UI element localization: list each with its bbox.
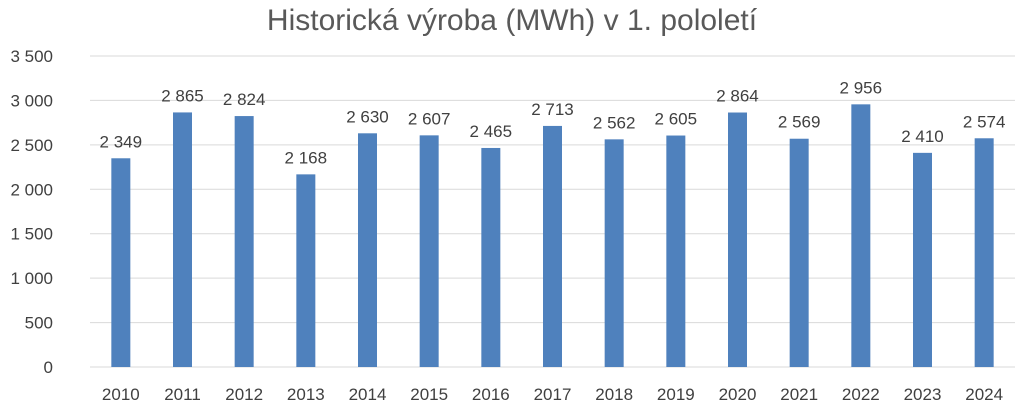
data-label: 2 630 bbox=[346, 107, 389, 126]
y-tick-label: 2 500 bbox=[10, 136, 53, 155]
bar bbox=[974, 138, 994, 367]
y-tick-label: 3 500 bbox=[10, 47, 53, 66]
data-label: 2 562 bbox=[593, 113, 636, 132]
data-label: 2 574 bbox=[963, 112, 1006, 131]
data-label: 2 168 bbox=[285, 148, 328, 167]
bar bbox=[913, 152, 932, 367]
y-tick-label: 0 bbox=[44, 358, 53, 377]
y-tick-label: 1 000 bbox=[10, 269, 53, 288]
data-label: 2 569 bbox=[778, 113, 821, 132]
x-tick-label: 2023 bbox=[904, 385, 942, 404]
x-tick-label: 2012 bbox=[225, 385, 263, 404]
bar bbox=[666, 135, 686, 367]
chart-title: Historická výroba (MWh) v 1. pololetí bbox=[266, 4, 758, 37]
data-label: 2 607 bbox=[408, 109, 451, 128]
x-tick-label: 2020 bbox=[719, 385, 757, 404]
bar bbox=[851, 104, 871, 367]
data-label: 2 865 bbox=[161, 86, 204, 105]
x-tick-label: 2013 bbox=[287, 385, 325, 404]
x-tick-label: 2011 bbox=[164, 385, 201, 404]
y-tick-label: 500 bbox=[25, 314, 53, 333]
bar bbox=[173, 112, 192, 367]
x-tick-label: 2017 bbox=[534, 385, 572, 404]
data-label: 2 956 bbox=[840, 78, 883, 97]
data-label: 2 349 bbox=[100, 132, 143, 151]
x-tick-label: 2022 bbox=[842, 385, 880, 404]
y-tick-label: 1 500 bbox=[10, 225, 53, 244]
x-tick-label: 2016 bbox=[472, 385, 510, 404]
bar bbox=[419, 135, 439, 367]
x-tick-label: 2021 bbox=[780, 385, 818, 404]
data-label: 2 713 bbox=[531, 100, 574, 119]
y-tick-label: 3 000 bbox=[10, 91, 53, 110]
data-label: 2 864 bbox=[716, 87, 759, 106]
data-label: 2 465 bbox=[470, 122, 513, 141]
bar bbox=[789, 138, 809, 367]
bar bbox=[111, 158, 131, 367]
x-tick-label: 2015 bbox=[410, 385, 448, 404]
y-tick-label: 2 000 bbox=[10, 180, 53, 199]
data-label: 2 824 bbox=[223, 90, 266, 109]
data-label: 2 605 bbox=[655, 110, 698, 129]
bar bbox=[481, 147, 501, 367]
bar bbox=[728, 112, 747, 367]
data-label: 2 410 bbox=[901, 127, 944, 146]
bar bbox=[543, 125, 562, 367]
x-tick-label: 2018 bbox=[595, 385, 633, 404]
x-tick-label: 2024 bbox=[965, 385, 1003, 404]
bar bbox=[296, 174, 316, 367]
bar bbox=[358, 133, 377, 367]
x-tick-label: 2019 bbox=[657, 385, 695, 404]
x-tick-label: 2010 bbox=[102, 385, 140, 404]
x-tick-label: 2014 bbox=[349, 385, 387, 404]
bar bbox=[234, 116, 254, 367]
bar bbox=[604, 139, 624, 367]
